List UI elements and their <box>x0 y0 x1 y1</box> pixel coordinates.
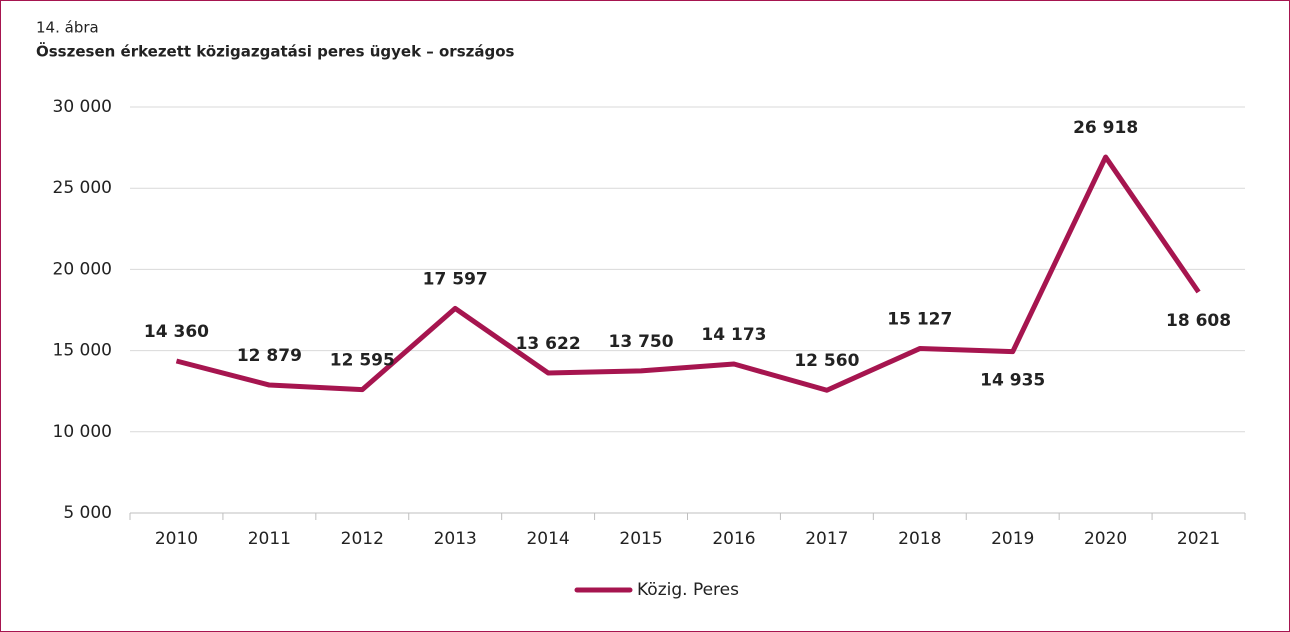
data-label: 14 935 <box>980 371 1045 391</box>
x-tick-label: 2011 <box>248 529 291 549</box>
data-label: 12 560 <box>794 351 859 371</box>
x-tick-label: 2015 <box>619 529 662 549</box>
x-tick-label: 2018 <box>898 529 941 549</box>
data-label: 12 595 <box>330 351 395 371</box>
y-tick-label: 30 000 <box>53 97 112 117</box>
x-tick-label: 2016 <box>712 529 755 549</box>
data-line <box>175 154 1201 393</box>
legend-label: Közig. Peres <box>637 580 739 600</box>
data-label: 13 750 <box>609 332 674 352</box>
data-label: 18 608 <box>1166 311 1231 331</box>
y-tick-label: 10 000 <box>53 422 112 442</box>
x-tick-label: 2020 <box>1084 529 1127 549</box>
x-tick-label: 2013 <box>434 529 477 549</box>
chart-title: Összesen érkezett közigazgatási peres üg… <box>36 42 515 61</box>
y-tick-label: 5 000 <box>63 503 112 523</box>
x-tick-label: 2019 <box>991 529 1034 549</box>
chart-subtitle: 14. ábra <box>36 19 99 37</box>
y-tick-label: 20 000 <box>53 259 112 279</box>
x-tick-label: 2017 <box>805 529 848 549</box>
y-tick-label: 25 000 <box>53 178 112 198</box>
data-label: 12 879 <box>237 346 302 366</box>
data-label: 26 918 <box>1073 118 1138 138</box>
x-tick-label: 2021 <box>1177 529 1220 549</box>
data-label: 17 597 <box>423 269 488 289</box>
x-tick-label: 2012 <box>341 529 384 549</box>
data-label: 13 622 <box>516 334 581 354</box>
y-tick-label: 15 000 <box>53 341 112 361</box>
data-label: 14 173 <box>701 325 766 345</box>
data-label: 15 127 <box>887 310 952 330</box>
x-tick-label: 2014 <box>526 529 569 549</box>
x-tick-label: 2010 <box>155 529 198 549</box>
data-label: 14 360 <box>144 322 209 342</box>
